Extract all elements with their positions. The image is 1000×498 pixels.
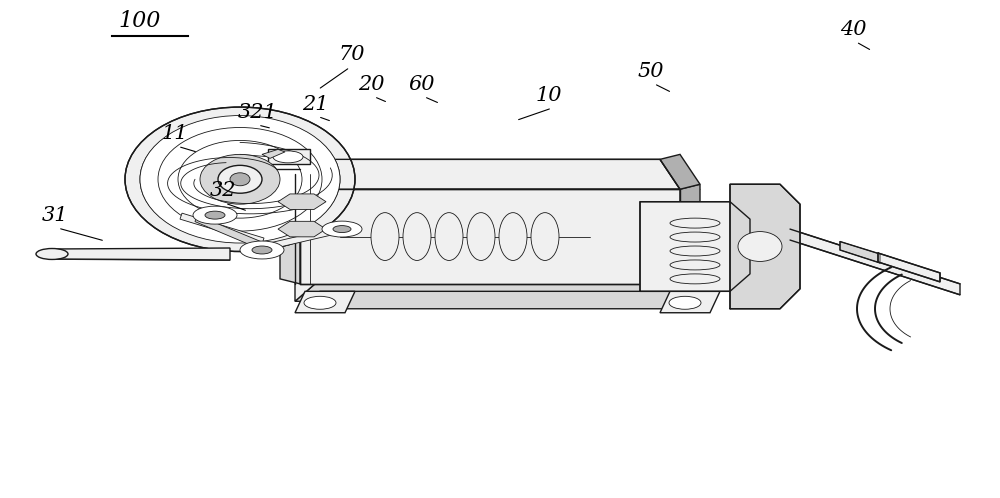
Text: 60: 60 — [408, 75, 434, 94]
Ellipse shape — [322, 221, 362, 237]
Polygon shape — [180, 213, 264, 244]
Text: 50: 50 — [638, 62, 664, 81]
Polygon shape — [268, 149, 310, 164]
Ellipse shape — [435, 213, 463, 260]
Text: 20: 20 — [358, 75, 384, 94]
Ellipse shape — [140, 116, 340, 243]
Ellipse shape — [371, 213, 399, 260]
Polygon shape — [640, 202, 750, 291]
Polygon shape — [310, 291, 710, 309]
Ellipse shape — [252, 246, 272, 254]
Polygon shape — [280, 159, 680, 189]
Text: 321: 321 — [238, 103, 278, 122]
Ellipse shape — [738, 232, 782, 261]
Polygon shape — [295, 189, 315, 301]
Polygon shape — [295, 291, 355, 313]
Polygon shape — [730, 184, 800, 309]
Polygon shape — [660, 154, 700, 189]
Polygon shape — [680, 184, 700, 284]
Polygon shape — [295, 284, 700, 301]
Polygon shape — [265, 227, 342, 250]
Text: 32: 32 — [210, 181, 237, 200]
Polygon shape — [790, 229, 960, 295]
Polygon shape — [660, 291, 720, 313]
Text: 100: 100 — [118, 10, 160, 32]
Text: 21: 21 — [302, 95, 328, 114]
Polygon shape — [278, 194, 326, 210]
Ellipse shape — [333, 226, 351, 233]
Polygon shape — [50, 248, 230, 260]
Polygon shape — [278, 221, 326, 237]
Ellipse shape — [230, 173, 250, 186]
Polygon shape — [280, 184, 300, 284]
Ellipse shape — [36, 249, 68, 259]
Ellipse shape — [531, 213, 559, 260]
Text: 11: 11 — [162, 124, 188, 143]
Ellipse shape — [200, 154, 280, 204]
Polygon shape — [840, 242, 880, 263]
Ellipse shape — [240, 241, 284, 259]
Ellipse shape — [193, 206, 237, 224]
Polygon shape — [195, 215, 262, 249]
Polygon shape — [878, 253, 940, 282]
Polygon shape — [295, 189, 700, 207]
Text: 31: 31 — [42, 206, 68, 225]
Text: 10: 10 — [536, 86, 562, 105]
Ellipse shape — [467, 213, 495, 260]
Ellipse shape — [218, 165, 262, 193]
Ellipse shape — [125, 107, 355, 251]
Ellipse shape — [403, 213, 431, 260]
Ellipse shape — [499, 213, 527, 260]
Polygon shape — [262, 149, 285, 158]
Ellipse shape — [304, 296, 336, 309]
Polygon shape — [260, 159, 300, 189]
Ellipse shape — [205, 211, 225, 219]
Polygon shape — [300, 189, 680, 284]
Text: 70: 70 — [338, 45, 364, 64]
Ellipse shape — [669, 296, 701, 309]
Ellipse shape — [273, 151, 303, 163]
Text: 40: 40 — [840, 20, 866, 39]
